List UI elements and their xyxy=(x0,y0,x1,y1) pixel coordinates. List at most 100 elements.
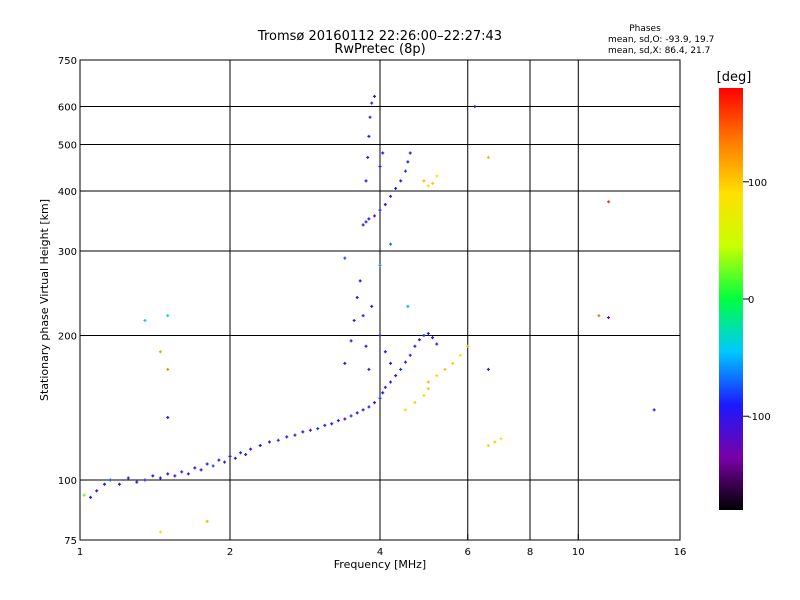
data-point xyxy=(343,361,347,365)
data-point xyxy=(413,401,417,405)
data-point xyxy=(158,350,162,354)
data-point xyxy=(607,316,611,320)
data-point xyxy=(336,419,340,423)
y-tick-label: 400 xyxy=(58,187,77,198)
data-point xyxy=(389,194,393,198)
data-point xyxy=(408,151,412,155)
colorbar xyxy=(719,88,743,510)
data-point xyxy=(431,181,435,185)
data-point xyxy=(381,391,385,395)
data-point xyxy=(652,408,656,412)
data-point xyxy=(493,440,497,444)
data-point xyxy=(349,414,353,418)
y-tick-label: 750 xyxy=(58,56,77,67)
y-tick-label: 300 xyxy=(58,247,77,258)
phases-stats-o: mean, sd,O: -93.9, 19.7 xyxy=(608,35,714,45)
data-point xyxy=(389,380,393,384)
data-point xyxy=(367,217,371,221)
colorbar-tick-label: 100 xyxy=(748,178,767,189)
data-point xyxy=(443,367,447,371)
data-point xyxy=(166,367,170,371)
data-point xyxy=(422,179,426,183)
y-tick-label: 200 xyxy=(58,332,77,343)
data-point xyxy=(381,151,385,155)
data-point xyxy=(173,474,177,478)
data-point xyxy=(117,482,121,486)
data-point xyxy=(199,468,203,472)
data-point xyxy=(244,453,248,457)
data-point xyxy=(399,179,403,183)
data-point xyxy=(364,220,368,224)
y-tick-label: 600 xyxy=(58,103,77,114)
data-point xyxy=(373,401,377,405)
y-tick-label: 500 xyxy=(58,141,77,152)
colorbar-tick-label: 0 xyxy=(748,295,754,306)
data-point xyxy=(368,115,372,119)
data-point xyxy=(166,472,170,476)
data-point xyxy=(89,495,93,499)
data-point xyxy=(308,428,312,432)
data-point xyxy=(233,456,237,460)
y-tick-label: 75 xyxy=(64,536,77,547)
data-point xyxy=(426,184,430,188)
x-tick-label: 2 xyxy=(227,547,233,558)
data-point xyxy=(597,314,601,318)
data-point xyxy=(166,314,170,318)
data-point xyxy=(355,296,359,300)
data-point xyxy=(103,482,107,486)
data-point xyxy=(431,336,435,340)
data-point xyxy=(293,433,297,437)
data-point xyxy=(217,458,221,462)
data-point xyxy=(426,331,430,335)
data-point xyxy=(249,447,253,451)
data-point xyxy=(406,304,410,308)
data-point xyxy=(316,427,320,431)
data-point xyxy=(394,374,398,378)
data-point xyxy=(373,94,377,98)
data-point xyxy=(349,339,353,343)
data-point xyxy=(352,318,356,322)
data-point xyxy=(383,350,387,354)
colorbar-tick-label: -100 xyxy=(748,412,771,423)
data-point xyxy=(403,360,407,364)
data-point xyxy=(389,242,393,246)
data-point xyxy=(193,466,197,470)
data-point xyxy=(151,474,155,478)
axis-ticks: 1 2 4 6 8 10 16 75 100 200 300 400 500 600 750 xyxy=(58,56,686,558)
data-point xyxy=(228,454,232,458)
data-point xyxy=(180,470,184,474)
x-tick-label: 10 xyxy=(572,547,585,558)
data-point xyxy=(499,437,503,441)
data-point xyxy=(435,342,439,346)
phases-stats-x: mean, sd,X: 86.4, 21.7 xyxy=(608,46,710,56)
data-point xyxy=(211,464,215,468)
data-point xyxy=(413,344,417,348)
chart-title: Tromsø 20160112 22:26:00–22:27:43 xyxy=(257,29,502,44)
data-point xyxy=(343,417,347,421)
data-point xyxy=(403,408,407,412)
data-point xyxy=(378,263,382,267)
data-point xyxy=(383,385,387,389)
data-point xyxy=(378,164,382,168)
data-point xyxy=(394,186,398,190)
phases-heading: Phases xyxy=(629,24,661,34)
x-tick-label: 8 xyxy=(527,547,533,558)
data-point xyxy=(135,480,139,484)
data-point xyxy=(403,169,407,173)
data-point xyxy=(361,223,365,227)
data-point xyxy=(267,440,271,444)
data-point xyxy=(607,200,611,204)
data-point xyxy=(364,179,368,183)
x-tick-label: 1 xyxy=(77,547,83,558)
data-point xyxy=(330,422,334,426)
data-point xyxy=(323,423,327,427)
data-point xyxy=(186,472,190,476)
data-point xyxy=(361,314,365,318)
data-point xyxy=(399,367,403,371)
data-point xyxy=(408,353,412,357)
data-point xyxy=(417,338,421,342)
data-point xyxy=(358,279,362,283)
data-point xyxy=(435,174,439,178)
data-point xyxy=(486,444,490,448)
data-point xyxy=(143,318,147,322)
